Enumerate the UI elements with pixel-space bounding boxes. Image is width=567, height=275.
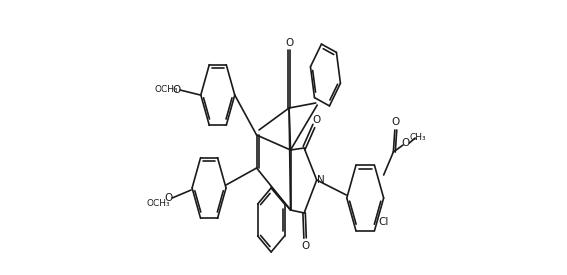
Text: OCH₃: OCH₃ [155,86,178,95]
Text: OCH₃: OCH₃ [147,199,171,208]
Text: O: O [285,38,293,48]
Text: O: O [164,193,172,203]
Text: O: O [301,241,309,251]
Text: O: O [312,115,320,125]
Text: O: O [172,85,180,95]
Text: O: O [402,138,410,148]
Text: N: N [317,175,324,185]
Text: O: O [392,117,400,127]
Text: CH₃: CH₃ [409,133,426,142]
Text: Cl: Cl [378,217,389,227]
